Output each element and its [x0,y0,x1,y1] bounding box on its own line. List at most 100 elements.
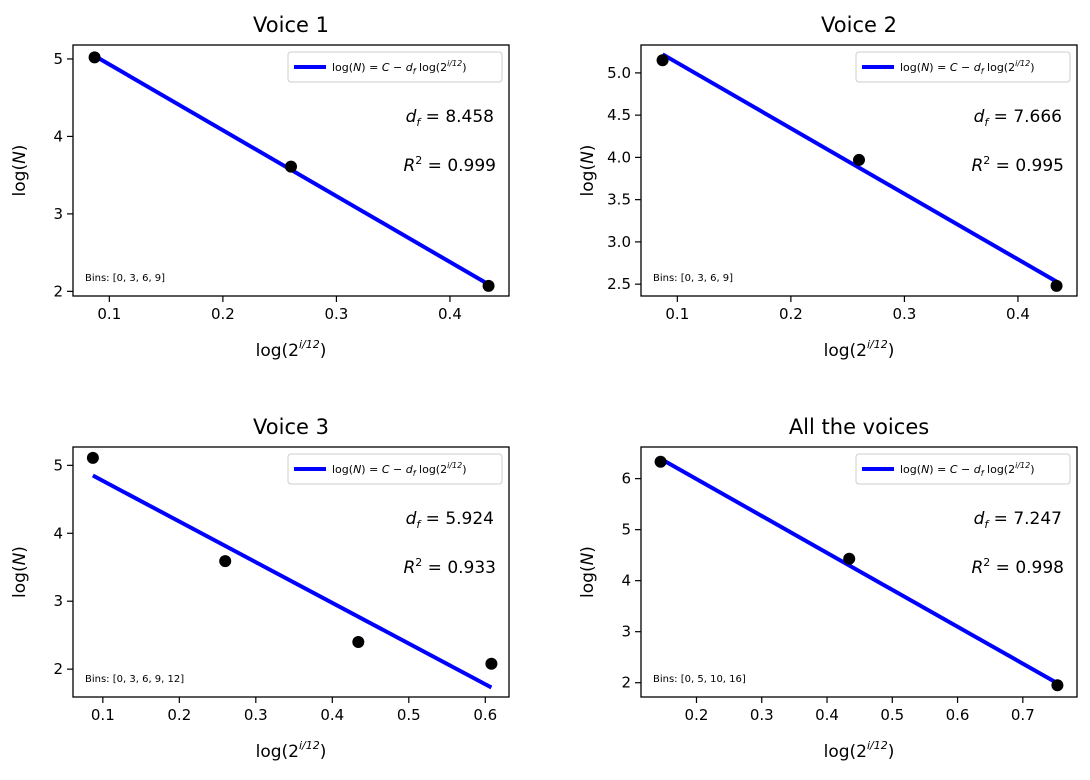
y-tick-label: 2 [621,674,631,692]
x-tick-label: 0.4 [1006,305,1030,323]
subplot-title: Voice 1 [253,13,329,37]
data-point [853,153,865,166]
axes-frame [640,44,1078,297]
data-point [285,160,297,173]
x-axis-label: log(2i/12) [256,338,327,361]
x-tick-label: 0.4 [320,706,344,724]
legend: log(N) = C − df log(2i/12) [287,453,503,485]
x-tick-label: 0.3 [324,305,348,323]
subplot-4: All the voices 0.2 0.3 0.4 0.5 0.6 0.7 2 3 4 5 6 log… [578,415,1078,762]
y-tick-label: 3 [53,205,63,223]
df-annotation: df = 5.924 [406,509,494,531]
r2-annotation: R2 = 0.998 [971,556,1064,578]
subplot-2: Voice 2 0.1 0.2 0.3 0.4 2.5 3.0 3.5 4.0 4.5 5.0 log… [578,13,1078,361]
y-tick-label: 4.5 [607,106,631,124]
y-tick-label: 6 [621,470,631,488]
x-tick-label: 0.4 [438,305,462,323]
df-annotation: df = 8.458 [406,107,494,129]
y-tick-label: 4 [621,572,631,590]
axes-frame [72,446,510,698]
x-tick-label: 0.6 [946,706,970,724]
y-tick-label: 3 [621,623,631,641]
y-tick-label: 2 [53,660,63,678]
y-axis-label: log(N) [578,546,598,598]
x-tick-label: 0.1 [665,305,689,323]
y-tick-label: 3.5 [607,191,631,209]
legend: log(N) = C − df log(2i/12) [855,51,1071,83]
r2-annotation: R2 = 0.995 [971,154,1064,176]
y-tick-label: 3 [53,592,63,610]
y-tick-label: 5 [53,50,63,68]
y-tick-label: 5.0 [607,64,631,82]
legend-label: log(N) = C − df log(2i/12) [900,59,1035,76]
y-tick-label: 5 [621,521,631,539]
y-tick-label: 4 [53,524,63,542]
legend-box [855,453,1071,485]
data-point [86,451,99,464]
y-axis-label: log(N) [10,546,30,598]
data-point [843,552,856,565]
x-tick-label: 0.2 [211,305,235,323]
x-tick-label: 0.3 [892,305,916,323]
bins-annotation: Bins: [0, 3, 6, 9] [653,273,733,284]
subplot-3: Voice 3 0.1 0.2 0.3 0.4 0.5 0.6 2 3 4 5 log(2i/12) l… [10,415,510,762]
bins-annotation: Bins: [0, 3, 6, 9, 12] [85,674,184,685]
df-annotation: df = 7.666 [974,107,1062,129]
subplot-title: All the voices [789,415,929,439]
bins-annotation: Bins: [0, 3, 6, 9] [85,273,165,284]
data-point [485,657,498,670]
y-tick-label: 4.0 [607,148,631,166]
x-tick-label: 0.5 [880,706,904,724]
data-point [1051,679,1064,692]
x-axis-label: log(2i/12) [256,739,327,762]
legend-box [287,453,503,485]
data-point [656,54,669,67]
x-tick-label: 0.6 [473,706,497,724]
x-tick-label: 0.1 [97,305,121,323]
legend-box [855,51,1071,83]
fit-line [659,456,1059,685]
legend: log(N) = C − df log(2i/12) [855,453,1071,485]
legend-label: log(N) = C − df log(2i/12) [332,59,467,76]
y-tick-label: 3.0 [607,233,631,251]
data-point [88,51,101,64]
data-point [482,279,495,292]
data-point [1050,279,1063,292]
y-tick-label: 5 [53,456,63,474]
x-tick-label: 0.3 [244,706,268,724]
x-tick-label: 0.4 [815,706,839,724]
x-tick-label: 0.2 [167,706,191,724]
legend: log(N) = C − df log(2i/12) [287,51,503,83]
y-axis-label: log(N) [578,145,598,197]
x-tick-label: 0.2 [779,305,803,323]
data-point [352,635,365,648]
legend-label: log(N) = C − df log(2i/12) [900,461,1035,478]
legend-box [287,51,503,83]
subplot-1: Voice 1 0.1 0.2 0.3 0.4 2 3 4 5 log(2i/12) log(N) l… [10,13,510,361]
y-tick-label: 2.5 [607,275,631,293]
x-axis-label: log(2i/12) [824,739,895,762]
x-axis-label: log(2i/12) [824,338,895,361]
y-tick-label: 2 [53,282,63,300]
legend-label: log(N) = C − df log(2i/12) [332,461,467,478]
x-tick-label: 0.5 [397,706,421,724]
x-tick-label: 0.3 [750,706,774,724]
axes-frame [72,44,510,297]
fit-line [661,52,1058,284]
x-tick-label: 0.2 [685,706,709,724]
data-point [219,555,232,568]
x-tick-label: 0.1 [91,706,115,724]
subplot-title: Voice 2 [821,13,897,37]
y-tick-label: 4 [53,127,63,145]
x-tick-label: 0.7 [1011,706,1035,724]
r2-annotation: R2 = 0.933 [403,556,496,578]
y-axis-label: log(N) [10,145,30,197]
data-point [654,455,667,468]
subplot-title: Voice 3 [253,415,329,439]
bins-annotation: Bins: [0, 5, 10, 16] [653,674,746,685]
axes-frame [640,446,1078,698]
r2-annotation: R2 = 0.999 [403,154,496,176]
fit-line [91,473,493,690]
df-annotation: df = 7.247 [974,509,1062,531]
